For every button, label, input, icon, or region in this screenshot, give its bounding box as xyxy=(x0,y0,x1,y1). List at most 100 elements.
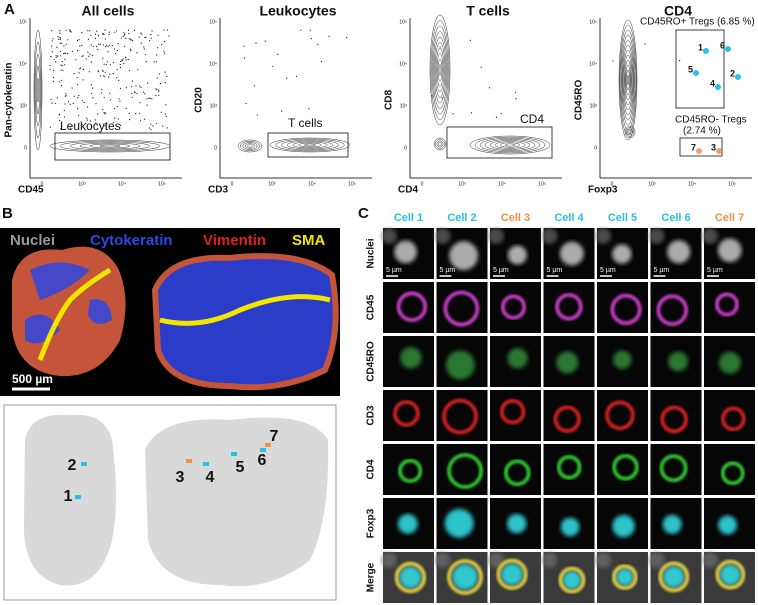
y-tick-label: 10⁴ xyxy=(19,61,27,67)
event-dot xyxy=(59,30,61,32)
cell-dot xyxy=(716,148,722,154)
cell-number: 5 xyxy=(688,64,693,74)
event-dot xyxy=(52,38,54,40)
contour xyxy=(504,143,516,147)
event-dot xyxy=(63,64,66,66)
cell-number: 2 xyxy=(730,68,735,78)
x-tick-label: 10⁴ xyxy=(688,181,696,187)
event-dot xyxy=(67,100,69,103)
event-dot xyxy=(431,95,433,97)
event-dot xyxy=(87,51,89,53)
event-dot xyxy=(105,44,108,46)
event-dot xyxy=(166,127,168,129)
event-dot xyxy=(243,57,245,59)
x-axis-label: Foxp3 xyxy=(588,185,618,196)
event-dot xyxy=(146,104,148,106)
event-dot xyxy=(62,52,65,55)
event-dot xyxy=(102,69,104,71)
event-dot xyxy=(102,75,104,77)
event-dot xyxy=(127,58,129,61)
event-dot xyxy=(52,76,55,79)
contour xyxy=(626,127,634,137)
event-dot xyxy=(124,33,126,35)
neighbor-nucleus xyxy=(434,228,451,244)
event-dot xyxy=(139,112,141,114)
y-axis-label: CD45RO xyxy=(574,80,585,121)
contour xyxy=(627,128,633,136)
event-dot xyxy=(91,54,93,57)
contour xyxy=(431,25,449,115)
event-dot xyxy=(127,29,130,31)
cell-dot xyxy=(703,48,709,54)
event-dot xyxy=(79,45,81,47)
cell-signal xyxy=(616,568,634,586)
cell-signal xyxy=(556,454,582,480)
contour xyxy=(624,125,636,139)
gate-label: Leukocytes xyxy=(60,119,121,133)
gate-label: CD45RO+ Tregs (6.85 %) xyxy=(640,17,755,28)
event-dot xyxy=(57,55,59,57)
cell-image xyxy=(490,444,541,495)
panel-letter: C xyxy=(358,205,369,222)
channel-label: Nuclei xyxy=(10,232,55,249)
event-dot xyxy=(144,36,146,39)
event-dot xyxy=(65,93,67,95)
event-dot xyxy=(56,97,58,99)
cell-number: 7 xyxy=(691,142,696,152)
tissue-sma xyxy=(37,267,112,361)
cell-signal xyxy=(667,240,691,264)
event-dot xyxy=(104,29,106,31)
cell-image xyxy=(383,390,434,441)
contour xyxy=(36,65,40,115)
cell-signal xyxy=(500,294,527,320)
event-dot xyxy=(117,118,119,120)
neighbor-nucleus xyxy=(702,552,718,568)
event-dot xyxy=(309,29,311,31)
contour xyxy=(281,139,339,151)
event-dot xyxy=(102,33,104,35)
event-dot xyxy=(130,48,132,50)
event-dot xyxy=(165,104,167,106)
event-dot xyxy=(281,110,283,112)
event-dot xyxy=(346,36,348,39)
event-dot xyxy=(79,68,81,70)
event-dot xyxy=(89,53,91,55)
event-dot xyxy=(147,82,149,84)
channel-label: Cytokeratin xyxy=(90,232,173,249)
channel-label: SMA xyxy=(292,232,326,249)
event-dot xyxy=(99,75,101,77)
cell-header: Cell 2 xyxy=(447,212,476,224)
gate xyxy=(679,137,723,157)
event-dot xyxy=(94,119,96,121)
contour xyxy=(244,143,256,149)
event-dot xyxy=(53,58,55,60)
event-dot xyxy=(65,43,67,45)
contour xyxy=(435,47,445,93)
event-dot xyxy=(107,45,109,48)
cell-signal xyxy=(396,291,428,323)
event-dot xyxy=(130,39,132,41)
event-dot xyxy=(109,92,111,94)
event-dot xyxy=(150,123,152,125)
event-dot xyxy=(59,42,61,44)
event-dot xyxy=(480,66,482,68)
event-dot xyxy=(59,37,61,39)
event-dot xyxy=(143,46,145,48)
event-dot xyxy=(60,128,62,130)
contour xyxy=(622,44,634,116)
event-dot xyxy=(112,72,114,75)
cell-number: 7 xyxy=(270,428,279,445)
cell-signal xyxy=(659,454,688,483)
event-dot xyxy=(153,61,155,63)
cell-header: Cell 4 xyxy=(554,212,584,224)
y-tick-label: 10³ xyxy=(590,103,598,109)
event-dot xyxy=(106,61,108,63)
cell-signal xyxy=(718,351,741,374)
cell-dot xyxy=(725,46,731,52)
neighbor-nucleus xyxy=(648,552,665,568)
cell-image xyxy=(597,444,648,495)
contour xyxy=(34,41,42,139)
event-dot xyxy=(57,36,59,38)
contour xyxy=(489,140,531,150)
event-dot xyxy=(272,65,274,67)
